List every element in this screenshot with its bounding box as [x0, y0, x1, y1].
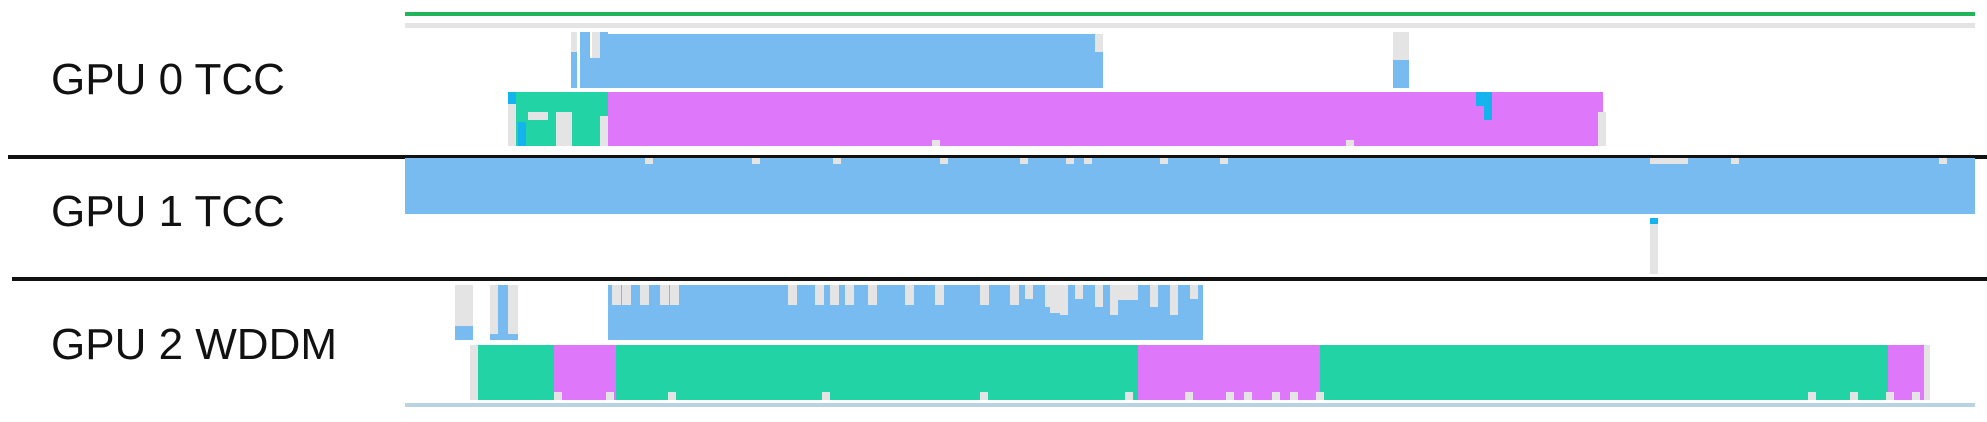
activity-block [822, 392, 830, 400]
top-status-line [405, 12, 1975, 16]
activity-block [645, 158, 653, 164]
activity-block [1650, 158, 1688, 164]
graphics-block [1138, 345, 1320, 400]
activity-block [1190, 285, 1198, 299]
activity-block [1125, 392, 1133, 400]
activity-block [1095, 34, 1103, 52]
activity-block [622, 285, 631, 305]
activity-block [668, 392, 676, 400]
activity-block [1185, 392, 1193, 400]
activity-block [1020, 158, 1028, 164]
graphics-block [1888, 345, 1930, 400]
compute-block [590, 58, 608, 88]
activity-block [1731, 158, 1739, 164]
activity-block [1075, 285, 1083, 299]
activity-block [1850, 392, 1858, 400]
lane-divider [8, 155, 1987, 159]
activity-block [1160, 158, 1168, 164]
graphics-block [554, 345, 616, 400]
activity-block [1050, 285, 1062, 313]
compute-block [490, 334, 518, 340]
track-edge [405, 403, 1975, 407]
activity-block [752, 158, 760, 164]
activity-block [1066, 158, 1074, 164]
lane-label-gpu2: GPU 2 WDDM [51, 320, 337, 369]
compute-block [580, 32, 590, 88]
activity-block [1290, 392, 1298, 400]
copy-block [1320, 345, 1888, 400]
compute-block [571, 52, 577, 88]
activity-block [980, 285, 989, 305]
lane-label-gpu0: GPU 0 TCC [51, 55, 285, 104]
activity-block [1272, 392, 1280, 400]
activity-block [905, 285, 914, 305]
activity-block [845, 285, 854, 305]
lane-divider [12, 277, 1987, 281]
activity-block [554, 392, 562, 400]
activity-block [1244, 392, 1252, 400]
activity-block [815, 285, 824, 305]
activity-block [788, 285, 797, 305]
activity-block [1650, 218, 1658, 274]
activity-block [1924, 345, 1930, 400]
activity-block [1598, 112, 1606, 146]
activity-block [868, 285, 877, 305]
activity-block [1886, 392, 1894, 400]
copy-block [478, 345, 554, 400]
highlight-block [508, 92, 516, 104]
activity-block [600, 116, 608, 146]
activity-block [1808, 392, 1816, 400]
activity-block [1150, 285, 1158, 307]
activity-block [640, 285, 649, 305]
activity-block [612, 285, 621, 305]
activity-block [660, 285, 669, 305]
compute-block [455, 326, 473, 340]
activity-block [1316, 392, 1324, 400]
lane-label-gpu1: GPU 1 TCC [51, 187, 285, 236]
activity-block [1110, 285, 1138, 300]
highlight-block [1484, 92, 1492, 120]
track-edge [405, 23, 1975, 28]
activity-block [1084, 158, 1092, 164]
activity-block [1060, 285, 1068, 315]
highlight-block [518, 122, 526, 146]
activity-block [670, 285, 679, 305]
activity-block [1095, 285, 1103, 307]
activity-block [940, 158, 948, 164]
activity-block [606, 392, 614, 400]
highlight-block [1650, 218, 1658, 224]
copy-block [616, 345, 1138, 400]
activity-block [1025, 285, 1033, 299]
activity-block [556, 112, 572, 146]
graphics-block [608, 92, 1603, 146]
activity-block [1220, 158, 1228, 164]
activity-block [508, 92, 516, 146]
compute-block [608, 34, 1103, 88]
activity-block [935, 285, 944, 305]
activity-block [1170, 285, 1178, 315]
activity-block [932, 140, 940, 146]
compute-block [405, 158, 1975, 214]
activity-block [470, 345, 478, 400]
activity-block [528, 112, 548, 120]
activity-block [980, 392, 988, 400]
compute-block [1393, 60, 1409, 88]
activity-block [833, 158, 841, 164]
activity-block [1226, 392, 1234, 400]
highlight-block [1476, 92, 1484, 106]
activity-block [1346, 140, 1354, 146]
activity-block [1939, 158, 1947, 164]
activity-block [1912, 392, 1920, 400]
activity-block [1045, 285, 1053, 307]
compute-block [498, 285, 508, 340]
activity-block [1010, 285, 1019, 305]
activity-block [830, 285, 839, 305]
